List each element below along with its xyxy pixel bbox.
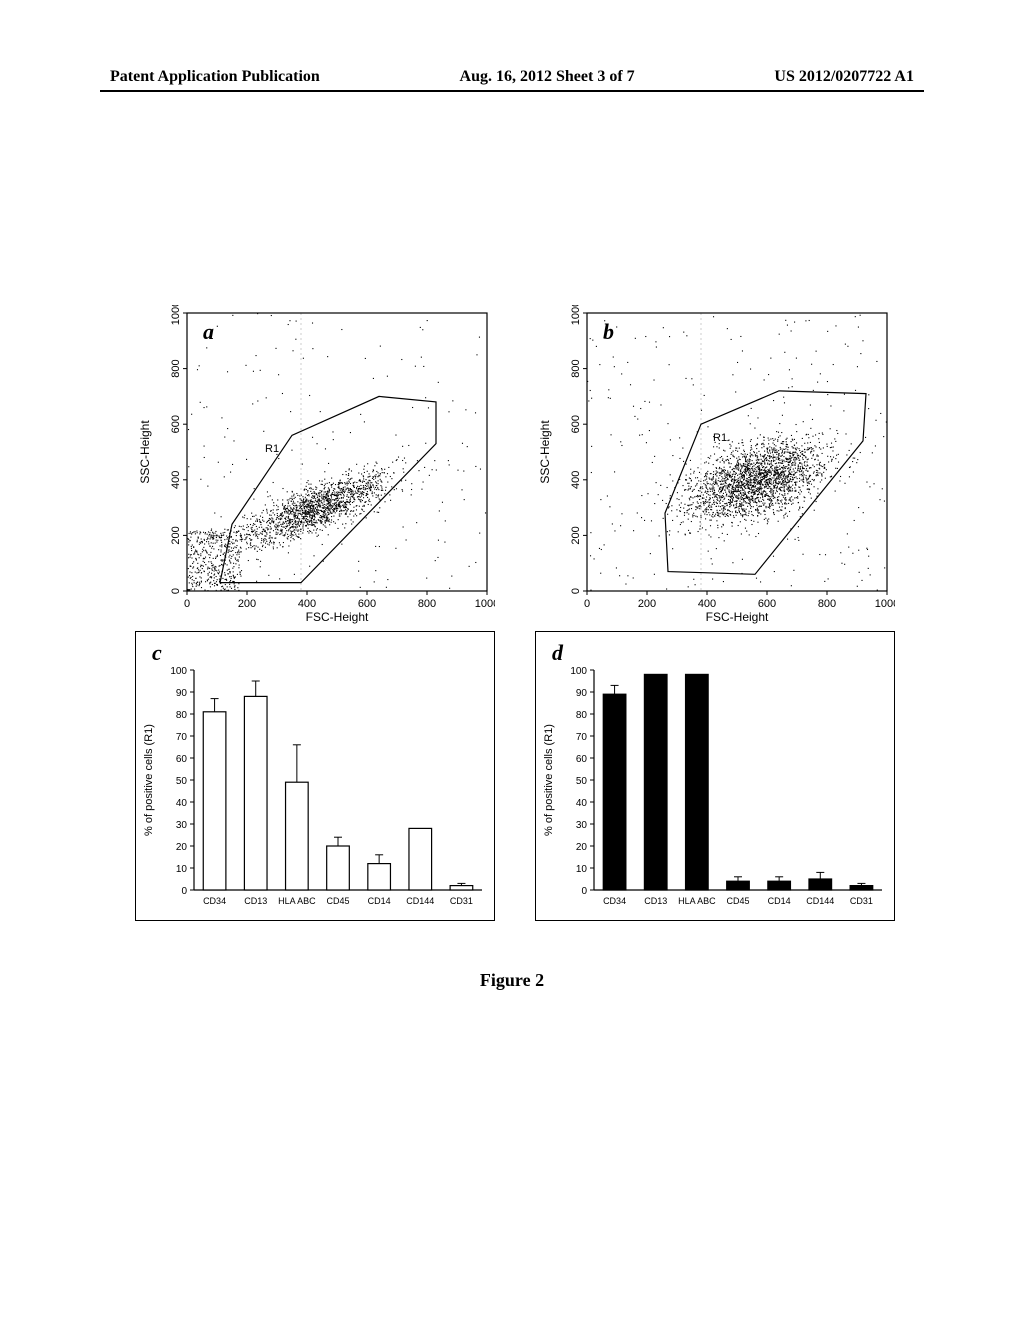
bar-chart-c: 0 10 20 30 40 50 60 70 80 90 100 % of positive cell… — [136, 632, 492, 918]
svg-text:50: 50 — [576, 776, 588, 787]
panel-label-a: a — [203, 319, 214, 345]
svg-text:200: 200 — [238, 598, 256, 610]
svg-text:400: 400 — [698, 598, 716, 610]
svg-text:0: 0 — [184, 598, 190, 610]
svg-text:90: 90 — [576, 688, 588, 699]
svg-text:CD45: CD45 — [726, 896, 749, 906]
svg-text:0: 0 — [181, 886, 187, 897]
svg-text:400: 400 — [170, 471, 182, 489]
svg-text:90: 90 — [176, 688, 188, 699]
panel-c: c 0 10 20 30 40 50 60 70 80 90 100 % of positive ce… — [135, 631, 495, 921]
panel-label-c: c — [152, 640, 162, 666]
svg-text:10: 10 — [176, 864, 188, 875]
svg-text:800: 800 — [570, 359, 582, 377]
svg-text:600: 600 — [570, 415, 582, 433]
svg-text:800: 800 — [818, 598, 836, 610]
svg-text:60: 60 — [176, 754, 188, 765]
svg-text:CD14: CD14 — [768, 896, 791, 906]
svg-text:1000: 1000 — [170, 305, 182, 325]
svg-text:600: 600 — [170, 415, 182, 433]
svg-text:40: 40 — [176, 798, 188, 809]
svg-text:20: 20 — [576, 842, 588, 853]
svg-text:CD13: CD13 — [244, 896, 267, 906]
svg-text:200: 200 — [638, 598, 656, 610]
svg-text:80: 80 — [176, 710, 188, 721]
svg-text:% of positive cells (R1): % of positive cells (R1) — [543, 724, 555, 836]
svg-text:R1: R1 — [265, 443, 279, 455]
figure-2: 0200400600800100002004006008001000FSC-He… — [135, 305, 895, 921]
svg-text:400: 400 — [570, 471, 582, 489]
panel-d: d 0 10 20 30 40 50 60 70 80 90 100 % of positive ce… — [535, 631, 895, 921]
scatter-plot-b: 0 200 400 600 800 1000 0 200 400 600 800 1000 FSC-He… — [535, 305, 895, 625]
header-right: US 2012/0207722 A1 — [774, 68, 914, 86]
svg-text:CD31: CD31 — [450, 896, 473, 906]
svg-text:CD144: CD144 — [406, 896, 434, 906]
svg-text:40: 40 — [576, 798, 588, 809]
svg-text:CD31: CD31 — [850, 896, 873, 906]
svg-text:100: 100 — [170, 666, 187, 677]
svg-text:CD34: CD34 — [203, 896, 226, 906]
svg-text:FSC-Height: FSC-Height — [306, 610, 369, 624]
panel-a: 0 200 400 600 800 1000 0 200 400 600 800 1000 FSC-He… — [135, 305, 495, 625]
svg-text:200: 200 — [170, 526, 182, 544]
svg-text:% of positive cells (R1): % of positive cells (R1) — [143, 724, 155, 836]
svg-text:200: 200 — [570, 526, 582, 544]
svg-text:70: 70 — [576, 732, 588, 743]
svg-text:0: 0 — [581, 886, 587, 897]
bar-chart-d: 0 10 20 30 40 50 60 70 80 90 100 % of positive cell… — [536, 632, 892, 918]
header-rule — [100, 90, 924, 92]
svg-text:FSC-Height: FSC-Height — [706, 610, 769, 624]
svg-text:30: 30 — [576, 820, 588, 831]
svg-text:30: 30 — [176, 820, 188, 831]
svg-text:0: 0 — [584, 598, 590, 610]
svg-text:70: 70 — [176, 732, 188, 743]
svg-text:400: 400 — [298, 598, 316, 610]
svg-text:800: 800 — [418, 598, 436, 610]
scatter-plot-a: 0 200 400 600 800 1000 0 200 400 600 800 1000 FSC-He… — [135, 305, 495, 625]
page-header: Patent Application Publication Aug. 16, … — [0, 68, 1024, 86]
svg-text:SSC-Height: SSC-Height — [538, 420, 552, 484]
svg-text:CD14: CD14 — [368, 896, 391, 906]
svg-text:CD45: CD45 — [326, 896, 349, 906]
svg-text:20: 20 — [176, 842, 188, 853]
svg-text:HLA ABC: HLA ABC — [278, 896, 316, 906]
svg-text:0: 0 — [170, 588, 182, 594]
svg-text:80: 80 — [576, 710, 588, 721]
header-center: Aug. 16, 2012 Sheet 3 of 7 — [460, 68, 635, 86]
svg-text:1000: 1000 — [570, 305, 582, 325]
svg-text:100: 100 — [570, 666, 587, 677]
figure-caption: Figure 2 — [0, 970, 1024, 991]
svg-text:50: 50 — [176, 776, 188, 787]
svg-text:0: 0 — [570, 588, 582, 594]
svg-text:1000: 1000 — [475, 598, 495, 610]
svg-text:600: 600 — [358, 598, 376, 610]
svg-text:1000: 1000 — [875, 598, 895, 610]
svg-text:10: 10 — [576, 864, 588, 875]
svg-text:CD13: CD13 — [644, 896, 667, 906]
svg-text:SSC-Height: SSC-Height — [138, 420, 152, 484]
panel-label-d: d — [552, 640, 563, 666]
svg-text:R1: R1 — [713, 432, 727, 444]
svg-text:60: 60 — [576, 754, 588, 765]
svg-text:600: 600 — [758, 598, 776, 610]
svg-text:HLA ABC: HLA ABC — [678, 896, 716, 906]
header-left: Patent Application Publication — [110, 68, 320, 86]
svg-text:CD34: CD34 — [603, 896, 626, 906]
panel-label-b: b — [603, 319, 614, 345]
svg-text:CD144: CD144 — [806, 896, 834, 906]
svg-text:800: 800 — [170, 359, 182, 377]
panel-b: 0 200 400 600 800 1000 0 200 400 600 800 1000 FSC-He… — [535, 305, 895, 625]
